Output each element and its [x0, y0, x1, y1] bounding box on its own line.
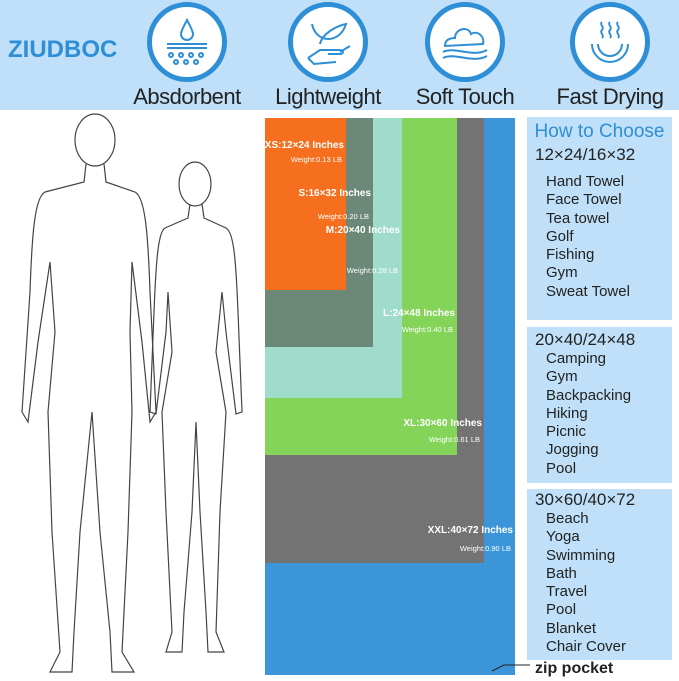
- size-label: XS:12×24 Inches: [264, 140, 344, 151]
- arrow-icon: [491, 664, 530, 672]
- feature-fast-drying: Fast Drying: [545, 2, 675, 110]
- feather-hand-icon: [288, 2, 368, 82]
- use-item: Sweat Towel: [546, 282, 630, 300]
- use-item: Tea towel: [546, 209, 610, 227]
- size-label: XL:30×60 Inches: [403, 418, 482, 429]
- use-item: Face Towel: [546, 191, 622, 209]
- use-item: Hiking: [546, 404, 588, 422]
- guide-group-medium: 20×40/24×48 Camping Gym Backpacking Hiking P…: [527, 327, 672, 483]
- use-item: Chair Cover: [546, 638, 627, 656]
- guide-sizes: 20×40/24×48: [535, 330, 636, 349]
- feature-absorbent: Absdorbent: [122, 2, 252, 110]
- guide-group-small: How to Choose 12×24/16×32 Hand Towel Face…: [527, 117, 672, 320]
- guide-title: How to Choose: [534, 121, 665, 142]
- size-label: L:24×48 Inches: [383, 308, 455, 319]
- size-rect-0: [265, 118, 346, 290]
- size-weight: Weight:0.20 LB: [317, 212, 369, 221]
- size-label: XXL:40×72 Inches: [427, 525, 513, 536]
- size-label: S:16×32 Inches: [298, 188, 371, 199]
- use-item: Golf: [546, 227, 574, 245]
- use-item: Swimming: [546, 546, 616, 564]
- use-item: Picnic: [546, 423, 587, 441]
- cloud-icon: [425, 2, 505, 82]
- use-item: Gym: [546, 368, 578, 386]
- use-item: Blanket: [546, 619, 597, 637]
- use-item: Travel: [546, 583, 588, 601]
- use-item: Camping: [546, 350, 607, 367]
- use-item: Pool: [546, 459, 577, 477]
- size-weight: Weight:0.40 LB: [401, 325, 453, 334]
- feature-label: Soft Touch: [415, 84, 515, 109]
- use-item: Backpacking: [546, 386, 632, 404]
- use-item: Fishing: [546, 246, 595, 264]
- feature-soft-touch: Soft Touch: [400, 2, 530, 110]
- use-item: Yoga: [546, 528, 580, 546]
- feature-banner: ZIUDBOC Absdorbent Lightweight Soft Touc…: [0, 0, 679, 110]
- feature-label: Lightweight: [275, 84, 381, 109]
- use-item: Pool: [546, 601, 577, 619]
- feature-label: Absdorbent: [133, 84, 241, 109]
- zip-pocket-label: zip pocket: [535, 660, 614, 677]
- use-item: Gym: [546, 264, 578, 282]
- size-weight: Weight:0.61 LB: [428, 435, 480, 444]
- feature-label: Fast Drying: [556, 84, 664, 109]
- size-weight: Weight:0.13 LB: [290, 155, 342, 164]
- use-item: Bath: [546, 564, 577, 582]
- guide-sizes: 12×24/16×32: [535, 145, 636, 164]
- feature-lightweight: Lightweight: [263, 2, 393, 110]
- use-item: Beach: [546, 510, 589, 527]
- size-label: M:20×40 Inches: [325, 225, 400, 236]
- size-weight: Weight:0.28 LB: [346, 266, 398, 275]
- steam-icon: [570, 2, 650, 82]
- use-item: Hand Towel: [546, 173, 625, 190]
- guide-sizes: 30×60/40×72: [535, 490, 636, 509]
- human-figures-illustration: [21, 113, 243, 673]
- guide-group-large: 30×60/40×72 Beach Yoga Swimming Bath Travel P…: [527, 489, 672, 660]
- water-drop-icon: [147, 2, 227, 82]
- size-weight: Weight:0.90 LB: [459, 544, 511, 553]
- use-item: Jogging: [546, 441, 599, 459]
- brand-logo: ZIUDBOC: [8, 36, 118, 63]
